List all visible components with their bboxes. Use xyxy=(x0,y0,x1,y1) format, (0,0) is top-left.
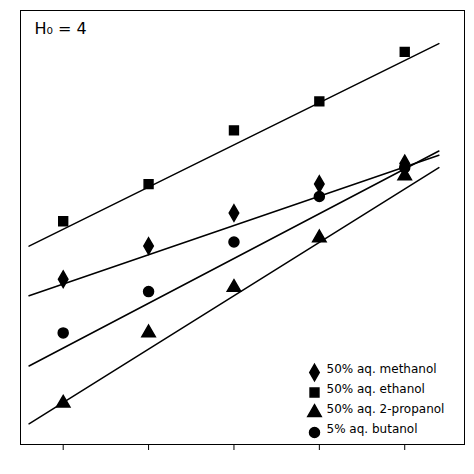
svg-text:50% aq. methanol: 50% aq. methanol xyxy=(327,362,437,376)
svg-text:5% aq. butanol: 5% aq. butanol xyxy=(327,422,418,436)
svg-text:50% aq. ethanol: 50% aq. ethanol xyxy=(327,382,425,396)
svg-text:50% aq. 2-propanol: 50% aq. 2-propanol xyxy=(327,402,445,416)
svg-text:H₀ = 4: H₀ = 4 xyxy=(35,19,87,38)
